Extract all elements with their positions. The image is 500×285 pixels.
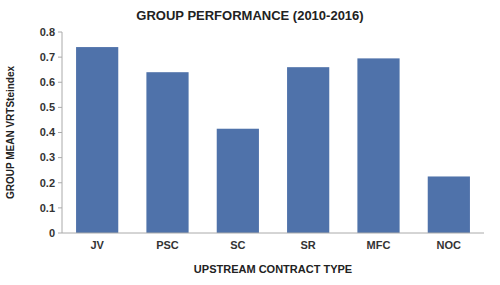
- bar: [287, 67, 329, 233]
- y-tick: [58, 57, 62, 58]
- x-tick-label: SC: [230, 239, 245, 251]
- y-tick: [58, 157, 62, 158]
- y-tick-label: 0.4: [40, 126, 56, 138]
- bars: [76, 47, 470, 233]
- y-tick: [58, 132, 62, 133]
- y-tick: [58, 107, 62, 108]
- y-tick: [58, 82, 62, 83]
- bar: [76, 47, 118, 233]
- y-tick-label: 0.3: [40, 151, 55, 163]
- chart-container: GROUP PERFORMANCE (2010-2016)00.10.20.30…: [0, 0, 500, 285]
- bar: [217, 129, 259, 233]
- x-axis-label: UPSTREAM CONTRACT TYPE: [194, 263, 352, 275]
- y-tick: [58, 207, 62, 208]
- y-tick-label: 0.5: [40, 101, 55, 113]
- y-tick-label: 0.7: [40, 51, 55, 63]
- x-tick-label: MFC: [367, 239, 391, 251]
- y-tick-label: 0: [49, 227, 55, 239]
- x-tick-label: NOC: [437, 239, 462, 251]
- x-tick-label: JV: [90, 239, 104, 251]
- y-axis-line: [62, 32, 63, 233]
- bar: [428, 176, 470, 233]
- y-tick: [58, 32, 62, 33]
- chart-svg: GROUP PERFORMANCE (2010-2016)00.10.20.30…: [0, 0, 500, 285]
- bar: [357, 58, 399, 233]
- x-axis-line: [62, 233, 484, 234]
- y-tick: [58, 233, 62, 234]
- y-ticks: 0 0.1 0.2 0.3 0.4 0.5 0.6 0.7 0.8: [40, 26, 62, 239]
- x-tick-label: PSC: [156, 239, 179, 251]
- y-tick-label: 0.8: [40, 26, 55, 38]
- y-tick-label: 0.6: [40, 76, 55, 88]
- y-tick-label: 0.2: [40, 177, 55, 189]
- y-axis-label: GROUP MEAN VRTSteindex: [5, 65, 16, 199]
- x-tick-label: SR: [301, 239, 316, 251]
- bar: [146, 72, 188, 233]
- page: {"chart_data": {"type": "bar", "title": …: [0, 0, 500, 285]
- x-ticks: JV PSC SC SR MFC NOC: [90, 239, 461, 251]
- title: GROUP PERFORMANCE (2010-2016): [136, 8, 363, 23]
- y-tick-label: 0.1: [40, 202, 55, 214]
- y-tick: [58, 182, 62, 183]
